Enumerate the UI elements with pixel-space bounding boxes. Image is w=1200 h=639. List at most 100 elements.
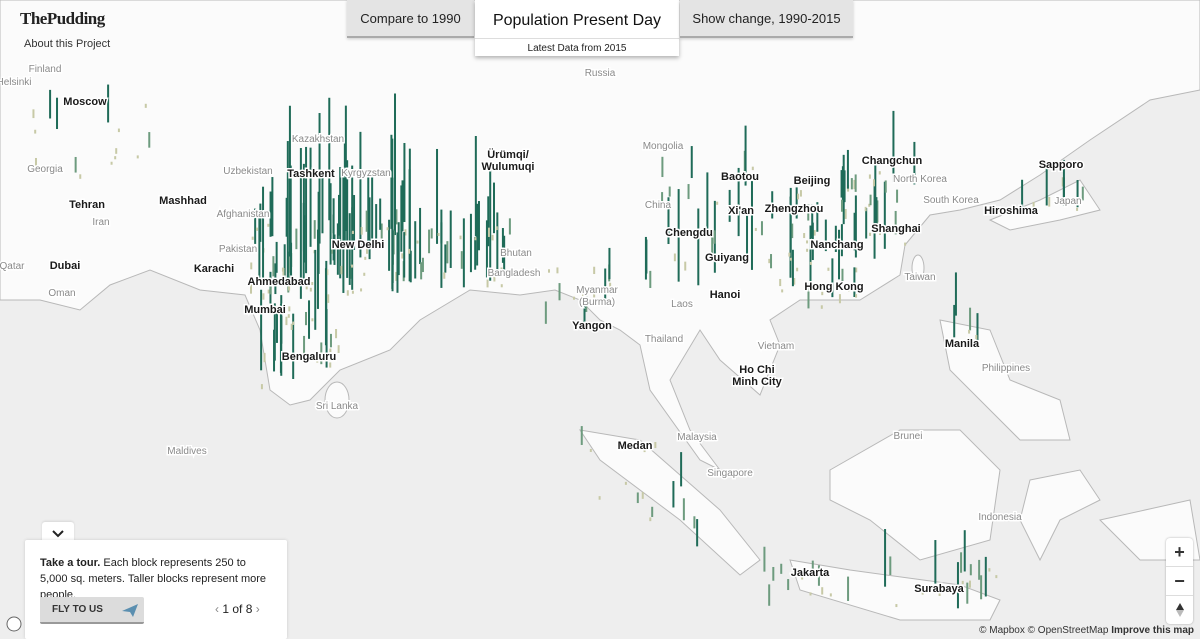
population-spike bbox=[598, 496, 601, 500]
population-spike bbox=[609, 282, 612, 293]
zoom-out[interactable]: − bbox=[1166, 567, 1193, 596]
population-spike bbox=[74, 156, 77, 173]
city-label: Manila bbox=[945, 338, 980, 350]
population-spike bbox=[938, 590, 941, 596]
population-spike bbox=[969, 307, 972, 331]
population-spike bbox=[272, 256, 275, 277]
population-spike bbox=[760, 221, 763, 236]
population-spike bbox=[414, 221, 417, 279]
population-spike bbox=[351, 290, 354, 294]
population-spike bbox=[365, 210, 368, 232]
population-spike bbox=[428, 229, 431, 254]
population-spike bbox=[462, 218, 465, 288]
population-spike bbox=[500, 284, 503, 288]
zoom-in[interactable]: + bbox=[1166, 538, 1193, 567]
population-spike bbox=[348, 213, 351, 285]
population-spike bbox=[476, 203, 479, 266]
city-label: Nanchang bbox=[810, 239, 863, 251]
population-spike bbox=[744, 125, 747, 186]
city-label: Mumbai bbox=[244, 304, 286, 316]
population-spike bbox=[649, 270, 652, 288]
population-spike bbox=[403, 232, 406, 278]
city-label: Medan bbox=[618, 440, 653, 452]
mapbox-logo bbox=[6, 616, 22, 632]
population-spike bbox=[489, 161, 492, 281]
population-spike bbox=[811, 560, 814, 572]
osm-credit[interactable]: © OpenStreetMap bbox=[1027, 625, 1109, 636]
about-link[interactable]: About this Project bbox=[24, 38, 111, 50]
population-spike bbox=[271, 177, 274, 237]
population-spike bbox=[1032, 201, 1035, 208]
region-label: Mongolia bbox=[643, 141, 684, 152]
population-spike bbox=[309, 287, 312, 292]
population-spike bbox=[1048, 196, 1051, 207]
population-spike bbox=[878, 171, 881, 175]
tab-title: Population Present Day bbox=[492, 12, 662, 29]
population-spike bbox=[706, 172, 709, 233]
population-spike bbox=[421, 257, 424, 273]
population-spike bbox=[853, 179, 856, 190]
population-spike bbox=[846, 149, 849, 189]
logo[interactable]: ThePudding bbox=[20, 9, 105, 28]
chevron-icon bbox=[52, 530, 64, 538]
region-label: Philippines bbox=[982, 363, 1030, 374]
population-spike bbox=[395, 271, 398, 281]
region-label: Pakistan bbox=[219, 244, 257, 255]
population-spike bbox=[968, 580, 971, 588]
region-label: Sri Lanka bbox=[316, 401, 359, 412]
population-spike bbox=[56, 97, 59, 130]
tab-present[interactable]: Population Present Day Latest Data from 2… bbox=[475, 0, 679, 56]
next-icon[interactable]: › bbox=[255, 602, 260, 616]
population-spike bbox=[793, 277, 796, 285]
population-spike bbox=[580, 325, 583, 330]
population-spike bbox=[806, 248, 809, 252]
tour-text: Take a tour. Each block represents 250 t… bbox=[40, 555, 275, 603]
population-spike bbox=[624, 481, 627, 485]
population-spike bbox=[697, 208, 700, 286]
population-spike bbox=[367, 172, 370, 245]
population-spike bbox=[811, 222, 814, 261]
region-label: North Korea bbox=[893, 174, 947, 185]
population-spike bbox=[770, 254, 773, 269]
population-spike bbox=[336, 223, 339, 275]
population-spike bbox=[896, 189, 899, 203]
population-spike bbox=[269, 277, 272, 295]
city-label: Dubai bbox=[50, 260, 81, 272]
collapse-button[interactable] bbox=[42, 522, 74, 544]
population-spike bbox=[259, 203, 262, 242]
population-spike bbox=[305, 146, 308, 274]
population-spike bbox=[110, 161, 113, 165]
population-spike bbox=[388, 219, 391, 271]
population-spike bbox=[1062, 159, 1065, 198]
population-spike bbox=[288, 283, 291, 291]
population-spike bbox=[682, 498, 685, 521]
population-spike bbox=[460, 251, 463, 269]
prev-icon[interactable]: ‹ bbox=[215, 602, 219, 616]
region-label: Kazakhstan bbox=[292, 134, 344, 145]
fly-button[interactable]: FLY TO US bbox=[40, 597, 144, 624]
zoom-controls: + − bbox=[1166, 538, 1193, 624]
region-label: Vietnam bbox=[758, 341, 795, 352]
population-spike bbox=[408, 148, 411, 260]
population-spike bbox=[290, 242, 293, 281]
population-spike bbox=[287, 314, 290, 318]
improve-link[interactable]: Improve this map bbox=[1111, 625, 1194, 636]
landmass bbox=[939, 319, 1071, 441]
population-spike bbox=[803, 233, 806, 239]
tab-compare[interactable]: Compare to 1990 bbox=[347, 0, 474, 38]
population-spike bbox=[840, 170, 843, 198]
population-spike bbox=[318, 113, 321, 244]
population-spike bbox=[843, 170, 846, 203]
population-spike bbox=[838, 229, 841, 280]
tab-change[interactable]: Show change, 1990-2015 bbox=[680, 0, 853, 38]
compass[interactable] bbox=[1166, 596, 1193, 624]
mapbox-credit[interactable]: © Mapbox bbox=[979, 625, 1025, 636]
population-spike bbox=[713, 230, 716, 244]
population-spike bbox=[375, 204, 378, 244]
pager[interactable]: ‹ 1 of 8 › bbox=[215, 602, 260, 616]
population-spike bbox=[288, 306, 291, 312]
population-spike bbox=[693, 516, 696, 529]
city-label: Zhengzhou bbox=[765, 203, 824, 215]
population-spike bbox=[420, 262, 423, 280]
